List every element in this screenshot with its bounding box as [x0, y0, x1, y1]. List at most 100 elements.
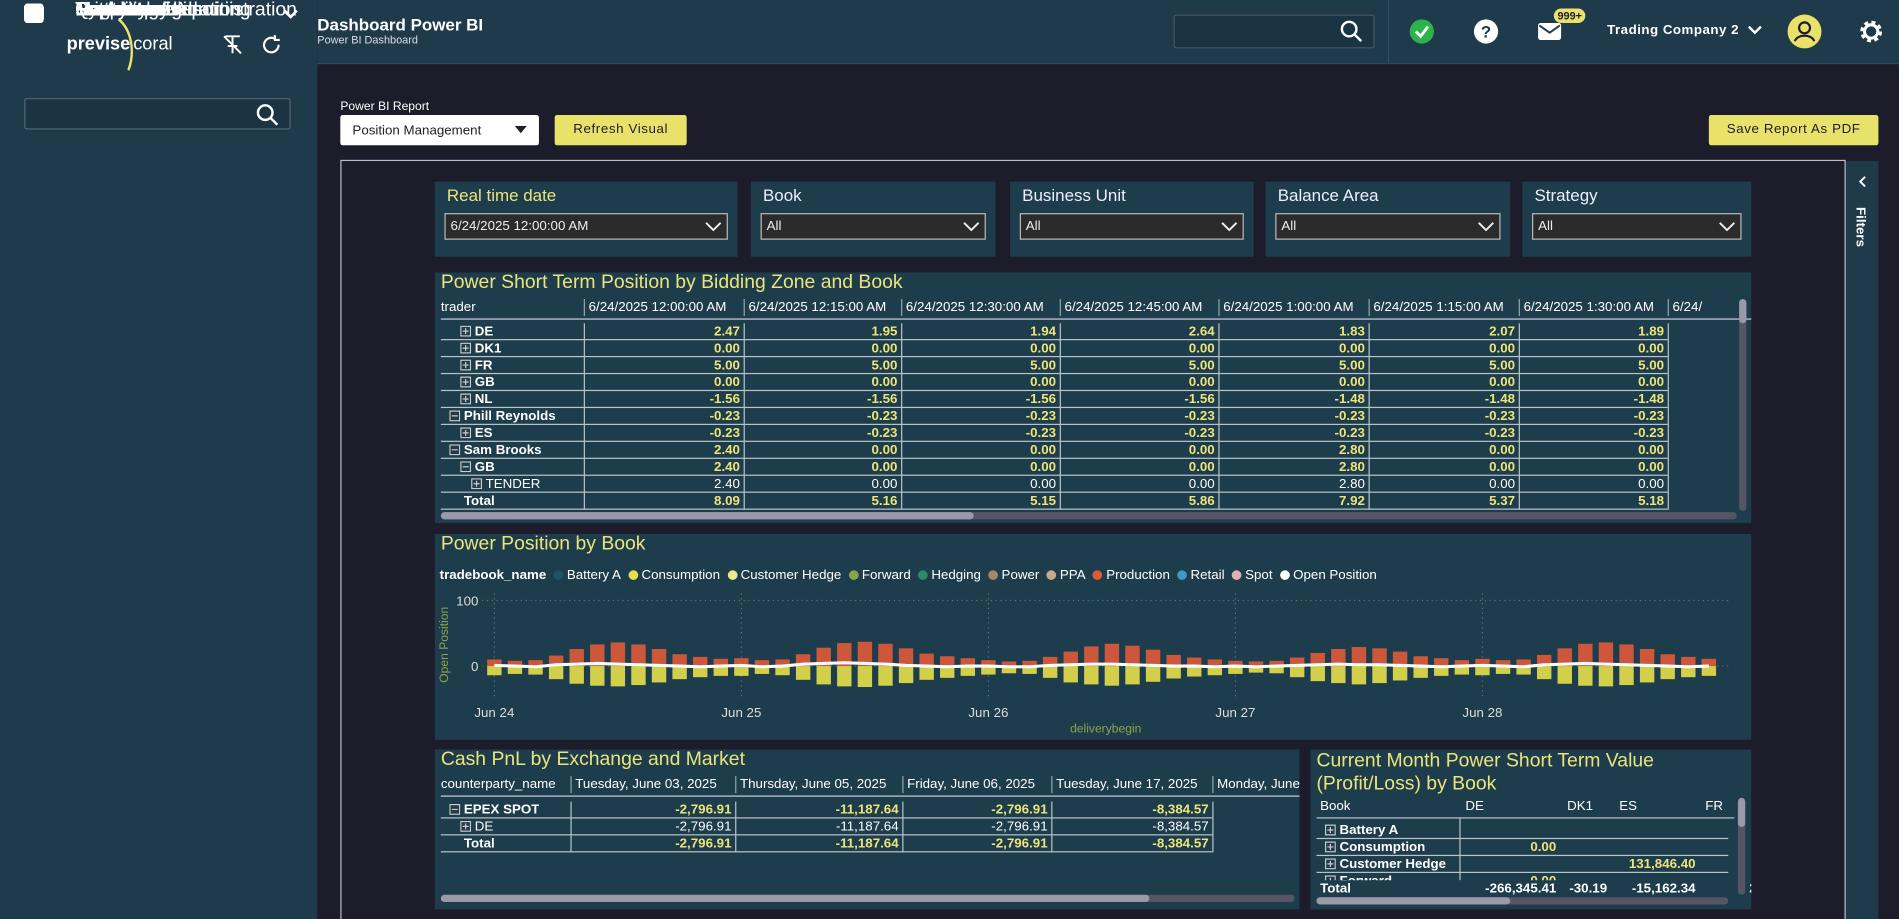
- settings-icon[interactable]: [1858, 18, 1885, 45]
- toggle-icon[interactable]: [460, 359, 472, 371]
- company-name[interactable]: Trading Company 2: [1607, 23, 1739, 38]
- bar: [1372, 648, 1387, 667]
- toggle-icon[interactable]: [460, 325, 472, 337]
- column-header: 6/24/2025 1:00:00 AM: [1218, 299, 1368, 317]
- row-value: 0.00: [1638, 443, 1665, 458]
- toggle-icon[interactable]: [1324, 841, 1336, 853]
- row-value: -8,384.57: [1152, 836, 1209, 852]
- legend-item[interactable]: Consumption: [628, 568, 720, 582]
- bar: [1681, 656, 1696, 667]
- row-value: 5.00: [1489, 358, 1516, 373]
- row-rule: [440, 423, 1668, 425]
- bar: [1681, 666, 1696, 678]
- bar: [1578, 643, 1593, 667]
- legend-item[interactable]: Hedging: [918, 568, 981, 582]
- row-value: 0.00: [871, 341, 898, 356]
- legend-title: tradebook_name: [439, 567, 547, 583]
- scrollbar-thumb[interactable]: [1316, 897, 1511, 905]
- table-title: Cash PnL by Exchange and Market: [440, 749, 745, 771]
- status-icon[interactable]: [1407, 17, 1436, 46]
- row-value: 1.83: [1338, 324, 1365, 340]
- toggle-icon[interactable]: [460, 427, 472, 439]
- column-header: 6/24/2025 12:45:00 AM: [1059, 299, 1219, 317]
- menu-label: Master data: [75, 0, 178, 21]
- menu-label: Favorites: [75, 0, 155, 21]
- slicer-dropdown[interactable]: All: [1275, 213, 1501, 240]
- bar: [1207, 666, 1223, 676]
- position-table: Power Short Term Position by Bidding Zon…: [434, 272, 1752, 524]
- slicer-dropdown[interactable]: All: [1532, 213, 1742, 240]
- scrollbar-thumb[interactable]: [440, 894, 1150, 903]
- chevron[interactable]: [1746, 22, 1763, 39]
- column-rule: [1059, 323, 1061, 510]
- legend-label: Battery A: [566, 567, 621, 583]
- toggle-icon[interactable]: [449, 410, 461, 422]
- toggle-icon[interactable]: [460, 342, 472, 354]
- bar: [795, 654, 811, 667]
- row-value: 0.00: [871, 460, 898, 475]
- row-rule: [440, 474, 1668, 476]
- bar: [1063, 651, 1078, 667]
- bar: [857, 641, 873, 667]
- slicer-dropdown[interactable]: All: [760, 213, 986, 240]
- scrollbar-track: [1739, 299, 1747, 511]
- row-value: 0.00: [1030, 477, 1057, 492]
- menu-label: Settlement: [75, 0, 168, 21]
- legend-item[interactable]: Power: [988, 568, 1039, 582]
- scrollbar-thumb[interactable]: [1737, 797, 1746, 827]
- bar: [1660, 666, 1675, 680]
- filters-pane[interactable]: Filters: [1844, 161, 1879, 919]
- slicer-dropdown[interactable]: 6/24/2025 12:00:00 AM: [444, 213, 728, 240]
- legend-item[interactable]: Battery A: [553, 567, 621, 583]
- toggle-icon[interactable]: [449, 444, 461, 456]
- legend-item[interactable]: Customer Hedge: [727, 568, 841, 582]
- bar: [1495, 660, 1511, 667]
- save-pdf-button[interactable]: Save Report As PDF: [1708, 115, 1879, 146]
- menu-label: Prices: [75, 0, 129, 21]
- collapse-icon[interactable]: [1857, 176, 1869, 188]
- mail-icon[interactable]: [1537, 19, 1564, 43]
- bar: [960, 658, 976, 667]
- bar: [940, 656, 955, 667]
- scrollbar-thumb[interactable]: [440, 512, 974, 520]
- legend-item[interactable]: Spot: [1231, 568, 1273, 582]
- toggle-icon[interactable]: [1324, 824, 1336, 836]
- top-search[interactable]: [1173, 14, 1375, 49]
- row-value: 0.00: [1338, 341, 1365, 356]
- bar: [754, 660, 770, 667]
- refresh-button[interactable]: Refresh Visual: [554, 115, 687, 146]
- avatar[interactable]: [1786, 13, 1822, 49]
- toggle-icon[interactable]: [449, 803, 461, 815]
- bar: [487, 659, 502, 667]
- toggle-icon[interactable]: [471, 478, 483, 490]
- row-value: -0.23: [1025, 409, 1057, 424]
- legend-swatch: [553, 570, 564, 580]
- legend-swatch: [1279, 570, 1290, 580]
- legend-item[interactable]: PPA: [1046, 568, 1086, 582]
- row-value: -1.56: [1025, 392, 1057, 407]
- toggle-icon[interactable]: [460, 820, 472, 832]
- row-value: 2.80: [1338, 460, 1365, 475]
- svg-text:?: ?: [1481, 23, 1491, 42]
- row-value: 5.00: [1188, 358, 1215, 373]
- report-select[interactable]: Position Management: [340, 115, 539, 146]
- legend-item[interactable]: Open Position: [1279, 568, 1377, 582]
- row-value: 0.00: [1489, 443, 1516, 458]
- toggle-icon[interactable]: [1324, 858, 1336, 870]
- scrollbar-thumb[interactable]: [1739, 299, 1747, 324]
- sidebar-search[interactable]: [24, 98, 291, 130]
- legend-swatch: [918, 570, 928, 580]
- toggle-icon[interactable]: [1324, 875, 1336, 881]
- legend-item[interactable]: Forward: [848, 568, 911, 582]
- slicer-dropdown[interactable]: All: [1019, 213, 1244, 240]
- help-icon[interactable]: ?: [1471, 17, 1500, 46]
- legend-item[interactable]: Retail: [1177, 568, 1225, 582]
- toggle-icon[interactable]: [460, 393, 472, 405]
- bar: [1392, 666, 1408, 681]
- bar: [1289, 666, 1305, 678]
- legend-item[interactable]: Production: [1092, 568, 1170, 582]
- sidebar-icons[interactable]: [222, 34, 285, 56]
- toggle-icon[interactable]: [460, 461, 472, 473]
- toggle-icon[interactable]: [460, 376, 472, 388]
- bar: [548, 666, 564, 680]
